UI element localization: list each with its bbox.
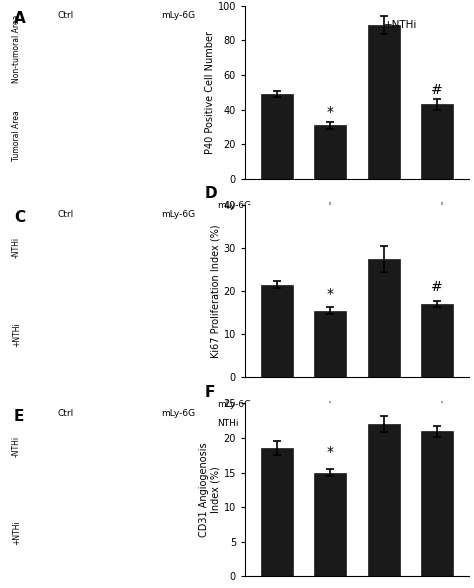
Text: -: - [328, 419, 331, 429]
Y-axis label: Ki67 Proliferation Index (%): Ki67 Proliferation Index (%) [211, 224, 221, 358]
Y-axis label: CD31 Angiogenosis
Index (%): CD31 Angiogenosis Index (%) [199, 443, 221, 537]
Text: +: + [325, 201, 333, 211]
Bar [314, 310, 346, 377]
Text: F: F [205, 385, 215, 400]
Text: +: + [437, 201, 445, 211]
Text: mLy-6G: mLy-6G [161, 210, 195, 219]
Bar [421, 304, 453, 377]
Text: -NTHi: -NTHi [12, 436, 21, 457]
Bar [368, 259, 400, 377]
Text: -NTHi: -NTHi [12, 238, 21, 258]
Text: +: + [437, 400, 445, 410]
Text: +: + [325, 400, 333, 410]
Text: -: - [383, 201, 387, 211]
Text: mLy-6G: mLy-6G [161, 11, 195, 20]
Bar [368, 25, 400, 179]
Text: C: C [14, 210, 25, 225]
Text: NTHi: NTHi [217, 419, 238, 428]
Text: mLy-6G: mLy-6G [161, 409, 195, 417]
Text: +NTHi: +NTHi [12, 520, 21, 546]
Text: *: * [327, 105, 334, 119]
Text: -: - [271, 201, 275, 211]
Bar [421, 105, 453, 179]
Text: #: # [431, 280, 443, 294]
Text: Tumoral Area: Tumoral Area [12, 110, 21, 161]
Text: Tumoral Area: Tumoral Area [383, 219, 443, 228]
Text: D: D [205, 186, 217, 201]
Text: Non-tumoral Area: Non-tumoral Area [261, 219, 341, 228]
Bar [314, 125, 346, 179]
Text: E: E [14, 409, 24, 423]
Text: Ctrl: Ctrl [57, 409, 73, 417]
Text: *: * [327, 445, 334, 459]
Text: +: + [381, 419, 389, 429]
Text: #: # [431, 83, 443, 96]
Text: -: - [271, 400, 275, 410]
Bar [314, 473, 346, 576]
Text: -: - [271, 419, 275, 429]
Text: +: + [437, 419, 445, 429]
Bar [261, 448, 293, 576]
Text: +NTHi: +NTHi [12, 322, 21, 347]
Text: -: - [383, 400, 387, 410]
Bar [261, 94, 293, 179]
Text: mLy-6G: mLy-6G [217, 201, 251, 210]
Text: Ctrl: Ctrl [57, 11, 73, 20]
Text: Ctrl: Ctrl [57, 210, 73, 219]
Bar [261, 285, 293, 377]
Text: A: A [14, 11, 26, 26]
Text: mLy-6G: mLy-6G [217, 400, 251, 409]
Text: B: B [205, 0, 216, 2]
Text: Non-tumoral Area: Non-tumoral Area [12, 15, 21, 83]
Bar [368, 424, 400, 576]
Text: +NTHi: +NTHi [384, 20, 418, 30]
Y-axis label: P40 Positive Cell Number: P40 Positive Cell Number [205, 31, 215, 154]
Bar [421, 431, 453, 576]
Text: *: * [327, 286, 334, 300]
